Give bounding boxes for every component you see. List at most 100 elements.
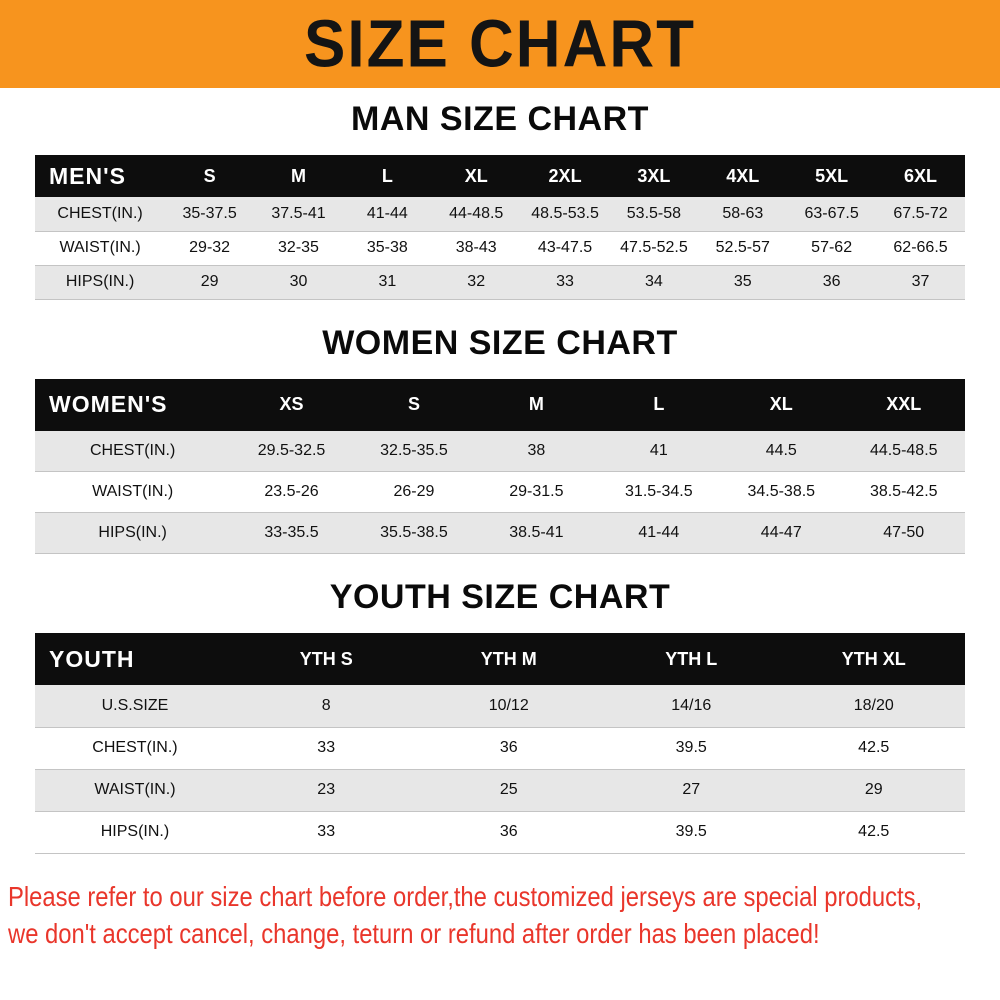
table-cell: 58-63: [722, 204, 764, 222]
table-cell: 48.5-53.5: [531, 204, 599, 222]
column-header: 5XL: [815, 165, 849, 186]
row-label: WAIST(IN.): [94, 781, 176, 798]
table-cell: 63-67.5: [804, 204, 859, 222]
table-row: U.S.SIZE 8 10/12 14/16 18/20: [35, 685, 965, 727]
column-header: YTH S: [299, 648, 353, 669]
column-header: XS: [279, 394, 304, 414]
column-header: YTH L: [665, 648, 718, 669]
column-header: 6XL: [904, 165, 938, 186]
man-size-table: MEN'S S M L XL 2XL 3XL 4XL 5XL 6XL CHEST(IN.) 35-37…: [35, 155, 965, 300]
table-cell: 29-32: [189, 239, 231, 256]
table-cell: 29: [200, 273, 219, 290]
table-row: WAIST(IN.) 23 25 27 29: [35, 769, 965, 811]
row-label: HIPS(IN.): [98, 524, 167, 541]
footer-line-1: Please refer to our size chart before or…: [8, 880, 923, 912]
women-section-title: WOMEN SIZE CHART: [322, 323, 678, 362]
row-label: CHEST(IN.): [92, 739, 178, 756]
table-row: CHEST(IN.) 29.5-32.5 32.5-35.5 38 41 44.5 44.5…: [35, 430, 965, 472]
table-cell: 36: [822, 273, 841, 290]
table-cell: 42.5: [858, 739, 890, 756]
table-cell: 23: [317, 781, 336, 798]
table-cell: 31: [378, 273, 397, 290]
table-cell: 44-48.5: [449, 204, 504, 222]
table-cell: 32: [467, 273, 486, 290]
table-cell: 26-29: [393, 483, 435, 500]
section-youth: YOUTH SIZE CHART YOUTH YTH S YTH M YTH L YTH …: [0, 578, 1000, 854]
table-cell: 53.5-58: [626, 204, 682, 222]
column-header: YTH M: [480, 648, 537, 669]
table-cell: 41-44: [638, 524, 680, 541]
table-cell: 39.5: [675, 823, 707, 840]
table-row: CHEST(IN.) 35-37.5 37.5-41 41-44 44-48.5 48.5…: [35, 197, 965, 231]
table-cell: 41-44: [366, 204, 408, 222]
column-header: S: [407, 394, 420, 414]
column-header: L: [381, 165, 393, 186]
table-cell: 35-38: [366, 239, 408, 256]
column-header: YTH XL: [841, 648, 906, 669]
table-cell: 36: [499, 823, 518, 840]
column-header: 2XL: [548, 165, 582, 186]
size-chart-page: SIZE CHART MAN SIZE CHART MEN'S S M L XL 2XL 3X…: [0, 0, 1000, 953]
table-cell: 44.5-48.5: [869, 441, 938, 459]
table-cell: 33: [317, 823, 336, 840]
table-cell: 35-37.5: [182, 204, 237, 222]
man-table-title-cell: MEN'S: [49, 162, 126, 189]
column-header: XL: [769, 394, 793, 414]
table-cell: 18/20: [853, 696, 894, 714]
row-label: HIPS(IN.): [65, 273, 135, 290]
table-cell: 33-35.5: [264, 524, 319, 541]
table-row: WAIST(IN.) 29-32 32-35 35-38 38-43 43-47.5 47.…: [35, 231, 965, 265]
header-row: MEN'S S M L XL 2XL 3XL 4XL 5XL 6XL: [35, 155, 965, 197]
table-cell: 35: [733, 273, 752, 290]
table-cell: 33: [556, 273, 574, 290]
table-cell: 67.5-72: [893, 204, 948, 222]
row-label: CHEST(IN.): [89, 441, 176, 459]
table-cell: 32-35: [278, 239, 319, 256]
column-header: 4XL: [726, 165, 760, 186]
table-cell: 29-31.5: [509, 483, 564, 500]
row-label: WAIST(IN.): [59, 239, 141, 256]
table-cell: 23.5-26: [264, 483, 319, 500]
table-cell: 44-47: [760, 524, 802, 541]
table-row: HIPS(IN.) 33 36 39.5 42.5: [35, 811, 965, 853]
table-row: HIPS(IN.) 29 30 31 32 33 34 35 36 37: [35, 265, 965, 299]
table-cell: 14/16: [671, 696, 712, 714]
table-cell: 27: [682, 781, 701, 798]
table-cell: 38.5-41: [509, 524, 564, 541]
table-cell: 30: [289, 273, 308, 290]
column-header: M: [290, 165, 306, 186]
table-cell: 39.5: [675, 739, 707, 756]
footer-line-2: we don't accept cancel, change, teturn o…: [8, 918, 820, 950]
women-table-title-cell: WOMEN'S: [49, 391, 168, 417]
table-cell: 33: [317, 739, 336, 756]
page-title: SIZE CHART: [304, 6, 696, 82]
table-cell: 47-50: [883, 524, 925, 541]
table-cell: 52.5-57: [715, 239, 770, 256]
table-cell: 37: [911, 273, 930, 290]
table-cell: 31.5-34.5: [625, 483, 693, 500]
table-row: HIPS(IN.) 33-35.5 35.5-38.5 38.5-41 41-44 44-…: [35, 512, 965, 554]
table-cell: 43-47.5: [537, 239, 593, 256]
footer-note: Please refer to our size chart before or…: [8, 878, 1000, 953]
table-row: CHEST(IN.) 33 36 39.5 42.5: [35, 727, 965, 769]
youth-table-title-cell: YOUTH: [49, 645, 135, 672]
youth-section-title: YOUTH SIZE CHART: [329, 578, 671, 616]
section-man: MAN SIZE CHART MEN'S S M L XL 2XL 3XL 4XL 5XL 6XL C…: [0, 100, 1000, 300]
table-cell: 35.5-38.5: [380, 524, 448, 541]
header-row: WOMEN'S XS S M L XL XXL: [35, 378, 965, 431]
table-cell: 38: [527, 441, 546, 459]
header-row: YOUTH YTH S YTH M YTH L YTH XL: [35, 633, 965, 685]
table-cell: 29.5-32.5: [257, 441, 326, 459]
column-header: 3XL: [637, 165, 671, 186]
column-header: XL: [464, 165, 488, 186]
column-header: XXL: [886, 394, 922, 414]
section-women: WOMEN SIZE CHART WOMEN'S XS S M L XL XXL CHEST(I…: [0, 324, 1000, 555]
table-cell: 57-62: [811, 239, 853, 256]
table-row: WAIST(IN.) 23.5-26 26-29 29-31.5 31.5-34.5 34…: [35, 471, 965, 513]
row-label: CHEST(IN.): [57, 204, 143, 222]
sections-container: MAN SIZE CHART MEN'S S M L XL 2XL 3XL 4XL 5XL 6XL C…: [0, 100, 1000, 854]
man-section-title: MAN SIZE CHART: [351, 100, 649, 138]
table-cell: 25: [499, 781, 518, 798]
table-cell: 29: [864, 781, 883, 798]
table-cell: 10/12: [488, 696, 529, 714]
